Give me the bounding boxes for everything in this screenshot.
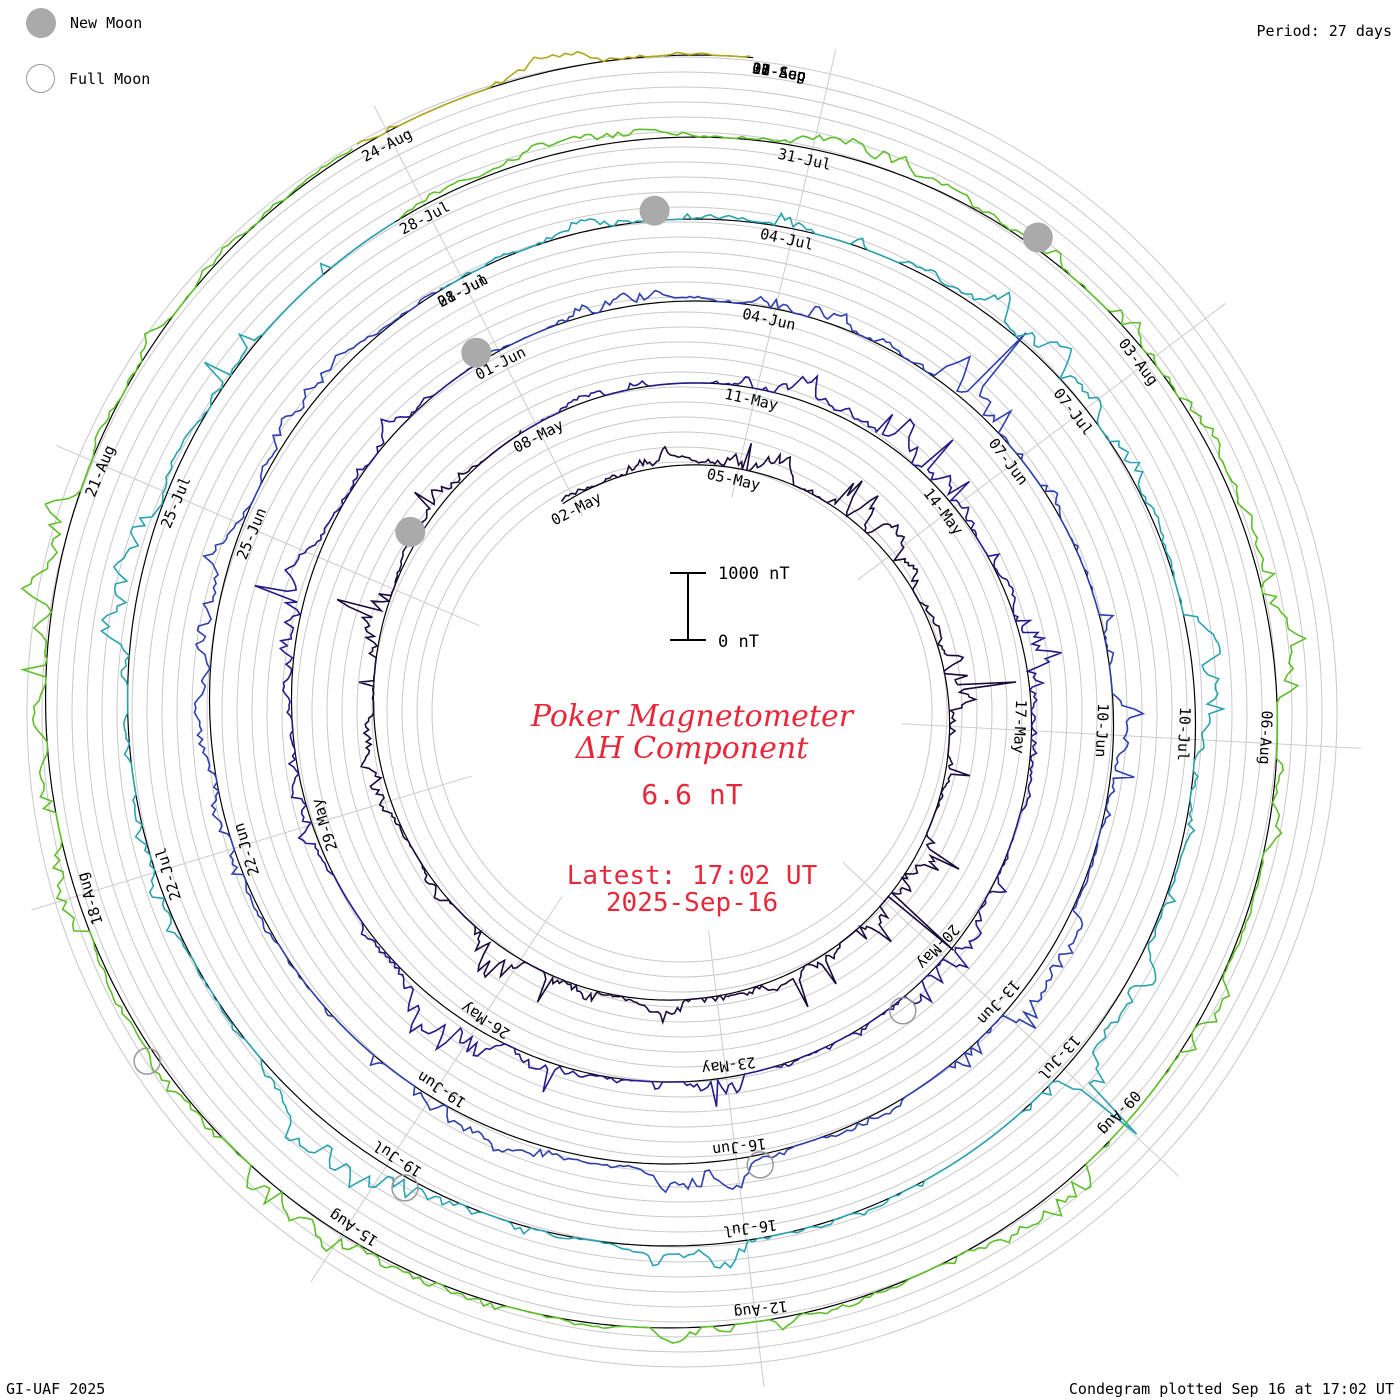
date-labels-layer: 02-May05-May08-May11-May14-May17-May20-M… [73,59,1276,1322]
full-moon-marker [391,1174,419,1202]
legend-new-moon-label: New Moon [70,14,143,32]
grid-ring [131,161,1233,1263]
grid-ring [281,311,1083,1113]
full-moon-icon [26,64,55,93]
date-label: 26-May [458,998,513,1042]
current-value: 6.6 nT [641,778,742,811]
grid-spoke [310,896,563,1283]
grid-ring [71,101,1293,1323]
grid-ring [146,176,1218,1248]
scale-bar: 1000 nT 0 nT [670,564,790,652]
date-label: 17-May [1010,699,1030,754]
new-moon-marker [461,337,492,368]
moon-markers-layer [133,195,1053,1202]
date-label: 11-Sep [751,59,807,85]
grid-ring [26,56,1338,1368]
latest-time: Latest: 17:02 UT [567,861,818,891]
legend-new-moon: New Moon [26,8,142,38]
grid-ring [161,191,1203,1233]
date-label: 06-Aug [1256,710,1276,765]
traces-layer [19,50,1308,1344]
grid-ring [371,401,993,1023]
date-label: 10-Jun [1092,703,1112,758]
full-moon-marker [133,1047,161,1075]
grid-ring [206,236,1158,1188]
grid-spoke [56,445,480,627]
date-label: 08-May [510,416,566,457]
grid-ring [296,326,1068,1098]
credit-label: GI-UAF 2025 [6,1380,106,1398]
trace-rev3 [193,289,1146,1194]
grid-spoke [901,723,1362,749]
grid-ring [356,386,1008,1038]
grid-ring [221,251,1143,1173]
grid-ring [251,281,1113,1143]
grid-ring [191,221,1173,1203]
chart-title-line1: Poker Magnetometer [530,699,855,734]
grid-ring [41,71,1323,1353]
trace-rev4 [99,211,1226,1269]
chart-title-line2: ΔH Component [575,731,809,766]
grid-ring [416,446,948,978]
grid-spoke [857,303,1226,581]
grid-ring [326,356,1038,1068]
trace-rev6 [356,50,751,145]
new-moon-marker [395,516,426,547]
full-moon-marker [746,1151,774,1179]
full-moon-marker [889,997,917,1025]
legend-full-moon-label: Full Moon [69,69,151,88]
trace-rev2 [254,360,1062,1107]
grid-spoke [731,49,837,498]
latest-date: 2025-Sep-16 [606,888,778,918]
baseline-spiral [45,54,1278,1329]
plotted-label: Condegram plotted Sep 16 at 17:02 UT [1068,1380,1394,1398]
date-label: 25-Jun [233,505,270,562]
grid-ring [236,266,1128,1158]
grid-spoke [31,775,472,911]
scale-bar-top-label: 1000 nT [718,564,790,584]
grid-ring [116,146,1248,1278]
date-label: 14-May [920,485,967,539]
date-label: 10-Jul [1174,706,1194,761]
grid-ring [176,206,1188,1218]
new-moon-marker [1022,222,1053,253]
grid-ring [56,86,1308,1338]
grid-spoke [373,105,583,517]
trace-rev1 [336,430,1017,1026]
date-label: 02-May [548,488,604,529]
legend-full-moon: Full Moon [26,64,150,93]
new-moon-icon [26,8,56,38]
new-moon-marker [639,195,670,226]
trace-rev5 [19,128,1308,1344]
baseline-layer [45,54,1278,1329]
grid-ring [401,431,963,993]
period-label: Period: 27 days [1256,22,1392,40]
date-label: 31-Jul [776,145,833,174]
grid-ring [431,461,933,963]
scale-bar-bottom-label: 0 nT [718,632,759,652]
grid-ring [341,371,1023,1053]
